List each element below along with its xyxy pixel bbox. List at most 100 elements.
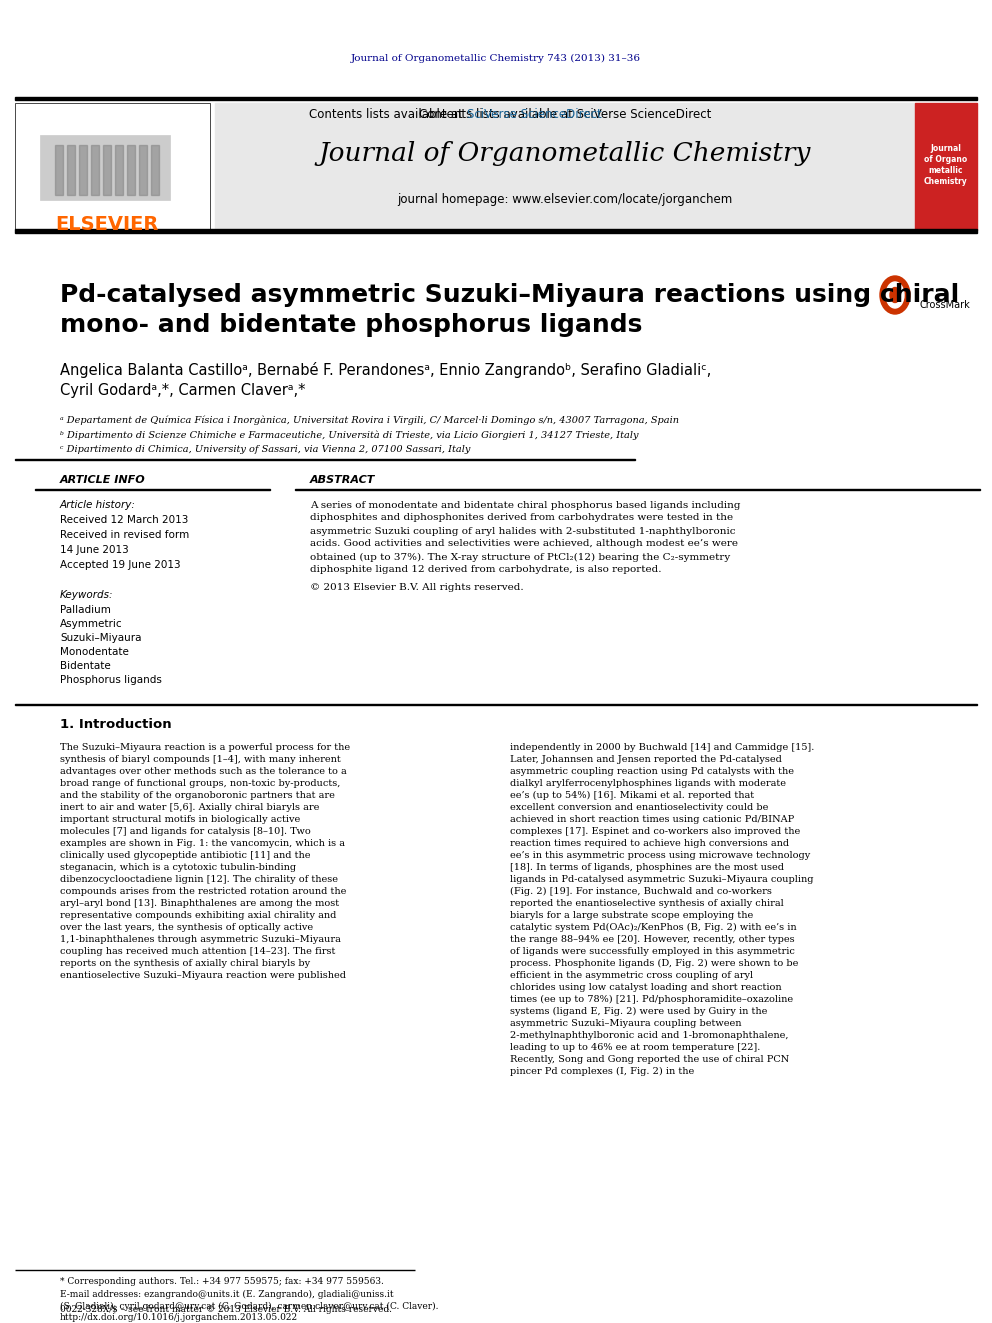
Text: molecules [7] and ligands for catalysis [8–10]. Two: molecules [7] and ligands for catalysis … bbox=[60, 827, 310, 836]
Text: ligands in Pd-catalysed asymmetric Suzuki–Miyaura coupling: ligands in Pd-catalysed asymmetric Suzuk… bbox=[510, 875, 813, 884]
Text: over the last years, the synthesis of optically active: over the last years, the synthesis of op… bbox=[60, 922, 313, 931]
Text: clinically used glycopeptide antibiotic [11] and the: clinically used glycopeptide antibiotic … bbox=[60, 851, 310, 860]
Text: SciVerse ScienceDirect: SciVerse ScienceDirect bbox=[467, 108, 602, 122]
Text: and the stability of the organoboronic partners that are: and the stability of the organoboronic p… bbox=[60, 791, 335, 799]
Bar bbox=[151, 146, 159, 194]
Text: Accepted 19 June 2013: Accepted 19 June 2013 bbox=[60, 560, 181, 570]
Text: Journal
of Organo
metallic
Chemistry: Journal of Organo metallic Chemistry bbox=[925, 144, 968, 187]
Text: 2-methylnaphthylboronic acid and 1-bromonaphthalene,: 2-methylnaphthylboronic acid and 1-bromo… bbox=[510, 1031, 789, 1040]
Bar bbox=[115, 146, 123, 194]
Bar bbox=[15, 97, 977, 101]
Text: 14 June 2013: 14 June 2013 bbox=[60, 545, 129, 556]
Text: ee’s (up to 54%) [16]. Mikami et al. reported that: ee’s (up to 54%) [16]. Mikami et al. rep… bbox=[510, 790, 754, 799]
Text: mono- and bidentate phosphorus ligands: mono- and bidentate phosphorus ligands bbox=[60, 314, 643, 337]
Text: reaction times required to achieve high conversions and: reaction times required to achieve high … bbox=[510, 839, 789, 848]
Text: Journal of Organometallic Chemistry 743 (2013) 31–36: Journal of Organometallic Chemistry 743 … bbox=[351, 53, 641, 62]
Text: Phosphorus ligands: Phosphorus ligands bbox=[60, 675, 162, 685]
Text: Bidentate: Bidentate bbox=[60, 662, 111, 671]
Text: (S. Gladiali), cyril.godard@urv.cat (C. Godard), carmen.claver@urv.cat (C. Clave: (S. Gladiali), cyril.godard@urv.cat (C. … bbox=[60, 1302, 438, 1311]
Text: 1,1-binaphthalenes through asymmetric Suzuki–Miyaura: 1,1-binaphthalenes through asymmetric Su… bbox=[60, 934, 341, 943]
Text: E-mail addresses: ezangrando@units.it (E. Zangrando), gladiali@uniss.it: E-mail addresses: ezangrando@units.it (E… bbox=[60, 1290, 394, 1299]
Text: Received in revised form: Received in revised form bbox=[60, 531, 189, 540]
Bar bbox=[15, 229, 977, 233]
Text: synthesis of biaryl compounds [1–4], with many inherent: synthesis of biaryl compounds [1–4], wit… bbox=[60, 754, 340, 763]
Text: important structural motifs in biologically active: important structural motifs in biologica… bbox=[60, 815, 301, 823]
Text: Pd-catalysed asymmetric Suzuki–Miyaura reactions using chiral: Pd-catalysed asymmetric Suzuki–Miyaura r… bbox=[60, 283, 959, 307]
Text: reported the enantioselective synthesis of axially chiral: reported the enantioselective synthesis … bbox=[510, 898, 784, 908]
Text: Monodentate: Monodentate bbox=[60, 647, 129, 658]
Text: ᶜ Dipartimento di Chimica, University of Sassari, via Vienna 2, 07100 Sassari, I: ᶜ Dipartimento di Chimica, University of… bbox=[60, 446, 470, 455]
Text: compounds arises from the restricted rotation around the: compounds arises from the restricted rot… bbox=[60, 886, 346, 896]
Text: chlorides using low catalyst loading and short reaction: chlorides using low catalyst loading and… bbox=[510, 983, 782, 991]
Text: Journal of Organometallic Chemistry: Journal of Organometallic Chemistry bbox=[318, 140, 811, 165]
Text: Recently, Song and Gong reported the use of chiral PCN: Recently, Song and Gong reported the use… bbox=[510, 1054, 790, 1064]
Text: examples are shown in Fig. 1: the vancomycin, which is a: examples are shown in Fig. 1: the vancom… bbox=[60, 839, 345, 848]
Ellipse shape bbox=[890, 287, 900, 303]
Text: asymmetric coupling reaction using Pd catalysts with the: asymmetric coupling reaction using Pd ca… bbox=[510, 766, 794, 775]
Text: http://dx.doi.org/10.1016/j.jorganchem.2013.05.022: http://dx.doi.org/10.1016/j.jorganchem.2… bbox=[60, 1314, 299, 1323]
Text: Article history:: Article history: bbox=[60, 500, 136, 509]
Bar bbox=[67, 146, 75, 194]
Text: * Corresponding authors. Tel.: +34 977 559575; fax: +34 977 559563.: * Corresponding authors. Tel.: +34 977 5… bbox=[60, 1278, 384, 1286]
Text: Keywords:: Keywords: bbox=[60, 590, 113, 601]
Text: steganacin, which is a cytotoxic tubulin-binding: steganacin, which is a cytotoxic tubulin… bbox=[60, 863, 297, 872]
Text: obtained (up to 37%). The X-ray structure of PtCl₂(12) bearing the C₂-symmetry: obtained (up to 37%). The X-ray structur… bbox=[310, 553, 730, 561]
Text: times (ee up to 78%) [21]. Pd/phosphoramidite–oxazoline: times (ee up to 78%) [21]. Pd/phosphoram… bbox=[510, 995, 794, 1004]
Text: complexes [17]. Espinet and co-workers also improved the: complexes [17]. Espinet and co-workers a… bbox=[510, 827, 801, 836]
Bar bbox=[139, 146, 147, 194]
Text: ELSEVIER: ELSEVIER bbox=[56, 216, 159, 234]
Ellipse shape bbox=[886, 282, 904, 308]
Text: dialkyl arylferrocenylphosphines ligands with moderate: dialkyl arylferrocenylphosphines ligands… bbox=[510, 778, 786, 787]
Text: ABSTRACT: ABSTRACT bbox=[310, 475, 375, 486]
Text: asymmetric Suzuki–Miyaura coupling between: asymmetric Suzuki–Miyaura coupling betwe… bbox=[510, 1019, 741, 1028]
Text: biaryls for a large substrate scope employing the: biaryls for a large substrate scope empl… bbox=[510, 910, 753, 919]
Text: diphosphite ligand 12 derived from carbohydrate, is also reported.: diphosphite ligand 12 derived from carbo… bbox=[310, 565, 662, 574]
Text: coupling has received much attention [14–23]. The first: coupling has received much attention [14… bbox=[60, 946, 335, 955]
Text: leading to up to 46% ee at room temperature [22].: leading to up to 46% ee at room temperat… bbox=[510, 1043, 761, 1052]
Text: advantages over other methods such as the tolerance to a: advantages over other methods such as th… bbox=[60, 766, 347, 775]
Text: excellent conversion and enantioselectivity could be: excellent conversion and enantioselectiv… bbox=[510, 803, 769, 811]
Bar bbox=[91, 146, 99, 194]
Text: Contents lists available at: Contents lists available at bbox=[310, 108, 467, 122]
Text: A series of monodentate and bidentate chiral phosphorus based ligands including: A series of monodentate and bidentate ch… bbox=[310, 500, 740, 509]
Text: © 2013 Elsevier B.V. All rights reserved.: © 2013 Elsevier B.V. All rights reserved… bbox=[310, 583, 524, 593]
Text: The Suzuki–Miyaura reaction is a powerful process for the: The Suzuki–Miyaura reaction is a powerfu… bbox=[60, 742, 350, 751]
Text: ᵇ Dipartimento di Scienze Chimiche e Farmaceutiche, Università di Trieste, via L: ᵇ Dipartimento di Scienze Chimiche e Far… bbox=[60, 430, 639, 439]
Text: ᵃ Departament de Química Física i Inorgànica, Universitat Rovira i Virgili, C/ M: ᵃ Departament de Química Física i Inorgà… bbox=[60, 415, 679, 425]
Text: asymmetric Suzuki coupling of aryl halides with 2-substituted 1-naphthylboronic: asymmetric Suzuki coupling of aryl halid… bbox=[310, 527, 735, 536]
Text: Angelica Balanta Castilloᵃ, Bernabé F. Perandonesᵃ, Ennio Zangrandoᵇ, Serafino G: Angelica Balanta Castilloᵃ, Bernabé F. P… bbox=[60, 363, 711, 378]
Text: [18]. In terms of ligands, phosphines are the most used: [18]. In terms of ligands, phosphines ar… bbox=[510, 863, 784, 872]
Text: pincer Pd complexes (I, Fig. 2) in the: pincer Pd complexes (I, Fig. 2) in the bbox=[510, 1066, 694, 1076]
Text: (Fig. 2) [19]. For instance, Buchwald and co-workers: (Fig. 2) [19]. For instance, Buchwald an… bbox=[510, 886, 772, 896]
Text: systems (ligand E, Fig. 2) were used by Guiry in the: systems (ligand E, Fig. 2) were used by … bbox=[510, 1007, 768, 1016]
Bar bbox=[215, 103, 915, 230]
Text: journal homepage: www.elsevier.com/locate/jorganchem: journal homepage: www.elsevier.com/locat… bbox=[398, 193, 733, 206]
Text: Suzuki–Miyaura: Suzuki–Miyaura bbox=[60, 632, 142, 643]
Ellipse shape bbox=[880, 277, 910, 314]
Text: process. Phosphonite ligands (D, Fig. 2) were shown to be: process. Phosphonite ligands (D, Fig. 2)… bbox=[510, 958, 799, 967]
Text: Contents lists available at SciVerse ScienceDirect: Contents lists available at SciVerse Sci… bbox=[419, 108, 711, 122]
Text: Palladium: Palladium bbox=[60, 605, 111, 615]
Text: ARTICLE INFO: ARTICLE INFO bbox=[60, 475, 146, 486]
Text: ee’s in this asymmetric process using microwave technology: ee’s in this asymmetric process using mi… bbox=[510, 851, 810, 860]
Text: catalytic system Pd(OAc)₂/KenPhos (B, Fig. 2) with ee’s in: catalytic system Pd(OAc)₂/KenPhos (B, Fi… bbox=[510, 922, 797, 931]
Bar bbox=[915, 103, 977, 230]
Text: efficient in the asymmetric cross coupling of aryl: efficient in the asymmetric cross coupli… bbox=[510, 971, 753, 979]
Text: inert to air and water [5,6]. Axially chiral biaryls are: inert to air and water [5,6]. Axially ch… bbox=[60, 803, 319, 811]
Text: Later, Johannsen and Jensen reported the Pd-catalysed: Later, Johannsen and Jensen reported the… bbox=[510, 754, 782, 763]
Text: Cyril Godardᵃ,*, Carmen Claverᵃ,*: Cyril Godardᵃ,*, Carmen Claverᵃ,* bbox=[60, 382, 306, 397]
Text: broad range of functional groups, non-toxic by-products,: broad range of functional groups, non-to… bbox=[60, 778, 340, 787]
Bar bbox=[127, 146, 135, 194]
Text: Asymmetric: Asymmetric bbox=[60, 619, 123, 628]
Text: CrossMark: CrossMark bbox=[920, 300, 971, 310]
Text: enantioselective Suzuki–Miyaura reaction were published: enantioselective Suzuki–Miyaura reaction… bbox=[60, 971, 346, 979]
Bar bbox=[103, 146, 111, 194]
Text: 0022-328X/$ – see front matter © 2013 Elsevier B.V. All rights reserved.: 0022-328X/$ – see front matter © 2013 El… bbox=[60, 1306, 392, 1315]
Text: acids. Good activities and selectivities were achieved, although modest ee’s wer: acids. Good activities and selectivities… bbox=[310, 540, 738, 549]
Text: diphosphites and diphosphonites derived from carbohydrates were tested in the: diphosphites and diphosphonites derived … bbox=[310, 513, 733, 523]
Bar bbox=[40, 135, 170, 200]
Bar bbox=[79, 146, 87, 194]
Text: representative compounds exhibiting axial chirality and: representative compounds exhibiting axia… bbox=[60, 910, 336, 919]
Text: independently in 2000 by Buchwald [14] and Cammidge [15].: independently in 2000 by Buchwald [14] a… bbox=[510, 742, 814, 751]
Text: reports on the synthesis of axially chiral biaryls by: reports on the synthesis of axially chir… bbox=[60, 958, 310, 967]
